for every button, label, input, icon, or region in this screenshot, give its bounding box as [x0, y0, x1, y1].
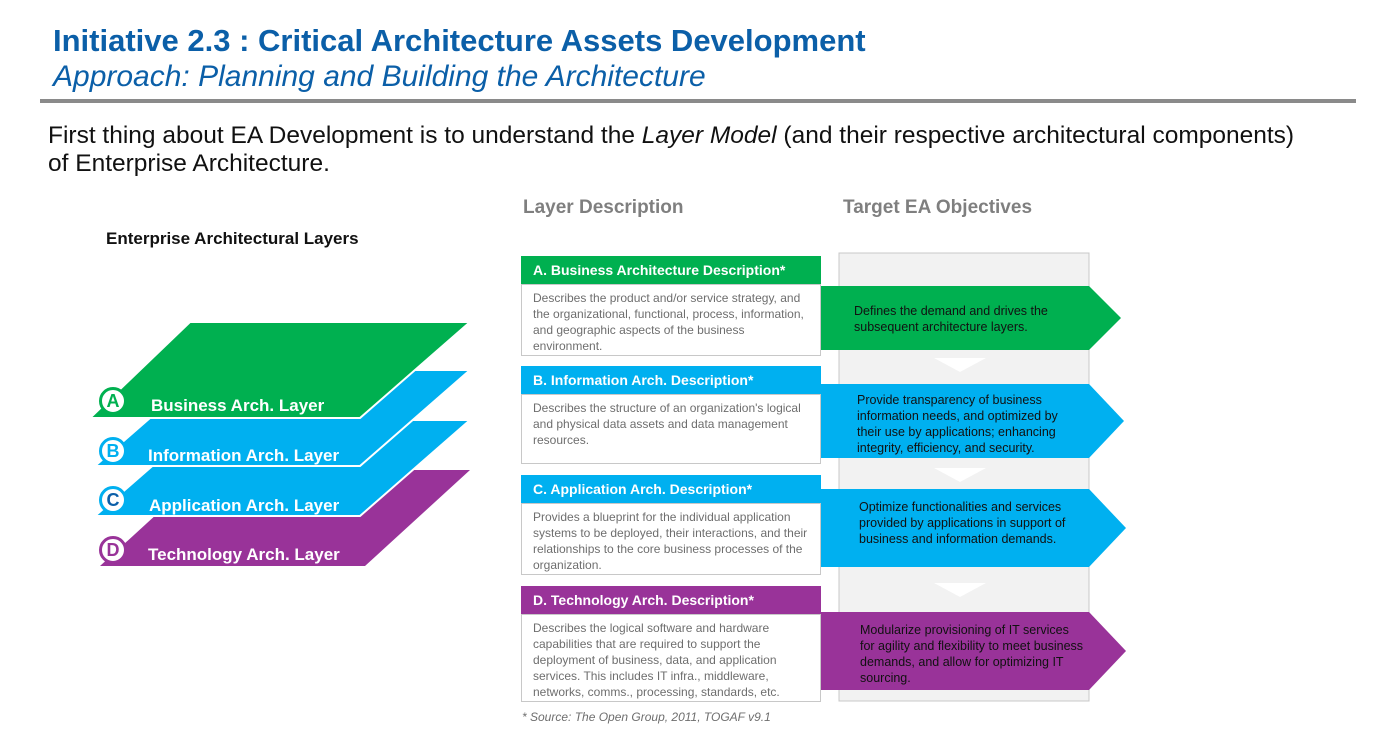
- description-a-text: Describes the product and/or service str…: [521, 284, 821, 356]
- intro-before: First thing about EA Development is to u…: [48, 122, 642, 149]
- column-header-target-objectives: Target EA Objectives: [843, 197, 1033, 218]
- flow-chevron-2: [934, 468, 986, 482]
- layer-c-badge: C: [99, 486, 127, 514]
- layer-c-label: Application Arch. Layer: [149, 496, 340, 515]
- description-d-text: Describes the logical software and hardw…: [521, 614, 821, 702]
- description-b-heading: B. Information Arch. Description*: [521, 366, 821, 394]
- layer-d-badge: D: [99, 536, 127, 564]
- objective-c-arrow: [821, 489, 1126, 567]
- source-note: * Source: The Open Group, 2011, TOGAF v9…: [522, 710, 771, 724]
- layer-b-label: Information Arch. Layer: [148, 446, 340, 465]
- description-c-text: Provides a blueprint for the individual …: [521, 503, 821, 575]
- objective-a-text: Defines the demand and drives the subseq…: [854, 304, 1048, 334]
- objective-b-arrow: [821, 384, 1124, 458]
- header-divider: [40, 99, 1356, 103]
- intro-text: First thing about EA Development is to u…: [48, 122, 1308, 178]
- flow-chevron-1: [934, 358, 986, 372]
- layer-a-badge: A: [99, 387, 127, 415]
- objective-a-arrow: [821, 286, 1121, 350]
- layer-a-label: Business Arch. Layer: [151, 396, 325, 415]
- description-a-heading: A. Business Architecture Description*: [521, 256, 821, 284]
- intro-after: (and their respective architectural comp…: [48, 122, 1295, 177]
- layer-stack-diagram: [87, 321, 473, 566]
- layer-d-label: Technology Arch. Layer: [148, 545, 340, 564]
- page-subtitle: Approach: Planning and Building the Arch…: [53, 60, 706, 93]
- page-title: Initiative 2.3 : Critical Architecture A…: [53, 23, 866, 58]
- objective-b-text: Provide transparency of business informa…: [857, 393, 1058, 455]
- description-c-heading: C. Application Arch. Description*: [521, 475, 821, 503]
- objective-d-arrow: [821, 612, 1126, 690]
- layer-b-badge: B: [99, 437, 127, 465]
- intro-emphasis: Layer Model: [641, 122, 777, 149]
- business-layer-shape: [87, 321, 473, 419]
- description-b-text: Describes the structure of an organizati…: [521, 394, 821, 464]
- layers-title: Enterprise Architectural Layers: [106, 229, 359, 248]
- objective-d-text: Modularize provisioning of IT services f…: [860, 623, 1084, 685]
- objective-c-text: Optimize functionalities and services pr…: [859, 500, 1066, 546]
- description-d-heading: D. Technology Arch. Description*: [521, 586, 821, 614]
- flow-chevron-3: [934, 583, 986, 597]
- column-header-layer-description: Layer Description: [523, 197, 684, 218]
